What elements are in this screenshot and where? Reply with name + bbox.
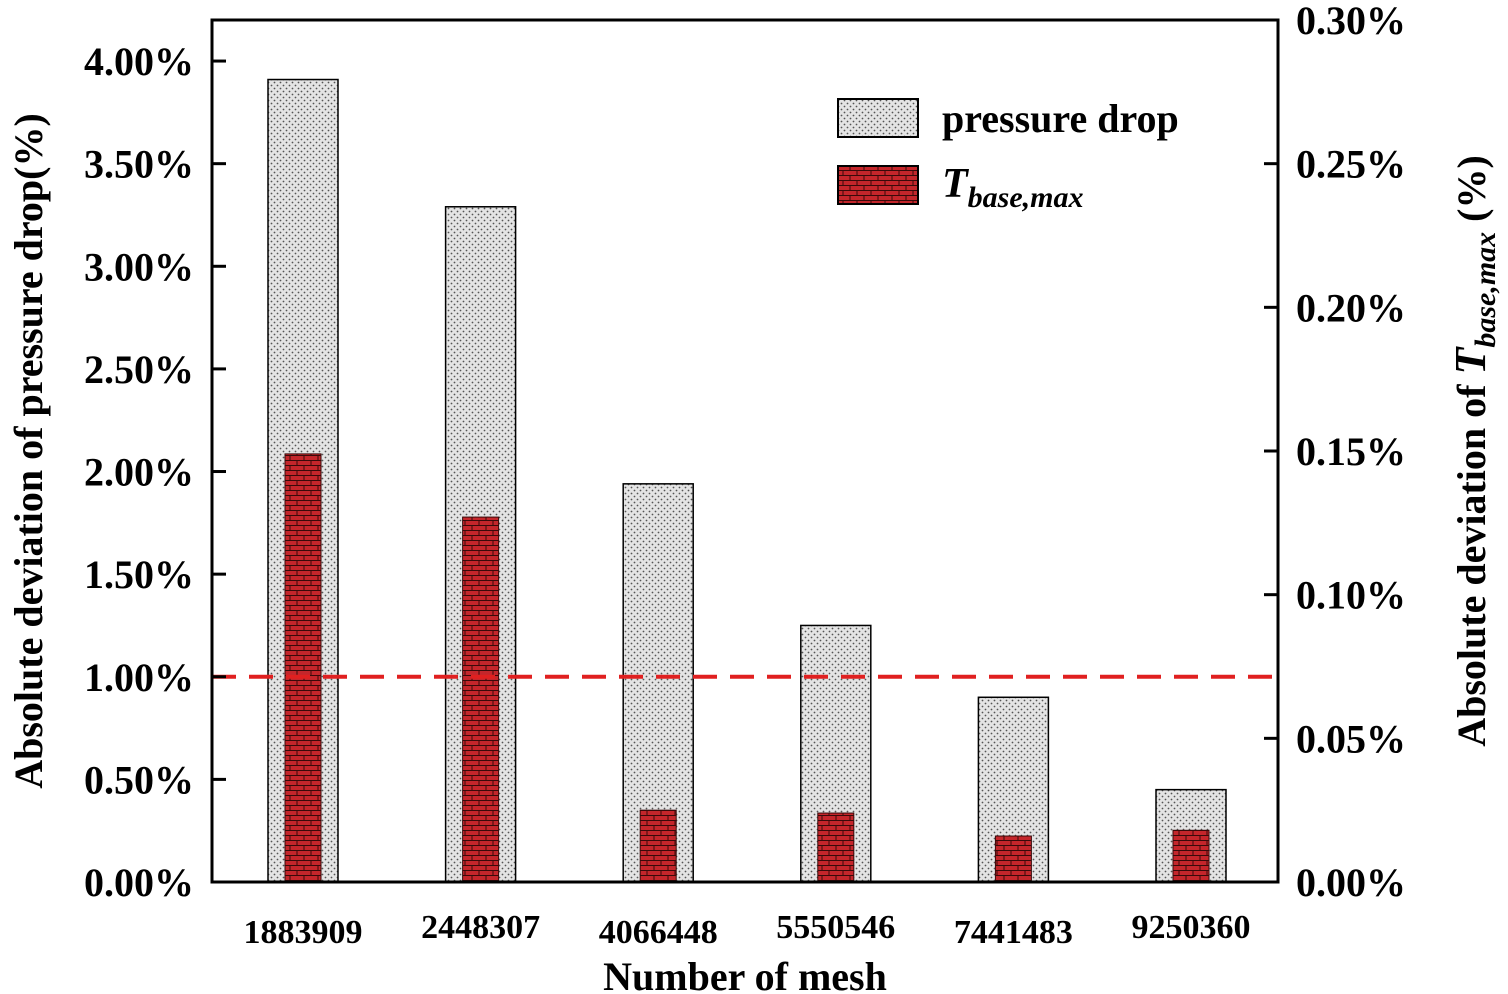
right-axis-title-prefix: Absolute deviation of: [1449, 375, 1494, 747]
t-base-max-bar: [462, 516, 500, 883]
right-tick-label: 0.10%: [1296, 573, 1406, 618]
left-axis-title: Absolute deviation of pressure drop(%): [6, 113, 51, 789]
x-tick-label: 2448307: [421, 909, 540, 946]
right-tick-label: 0.30%: [1296, 0, 1406, 43]
left-tick-label: 1.50%: [84, 552, 194, 597]
right-tick-label: 0.15%: [1296, 429, 1406, 474]
t-base-max-bar: [1172, 829, 1210, 883]
x-axis-title: Number of mesh: [603, 954, 887, 994]
x-tick-label: 1883909: [244, 914, 363, 951]
left-tick-label: 0.50%: [84, 757, 194, 802]
left-tick-label: 4.00%: [84, 39, 194, 84]
x-axis-ticks: 1883909 2448307 4066448 5550546 7441483 92503…: [244, 909, 1251, 951]
x-tick-label: 9250360: [1132, 909, 1251, 946]
x-tick-label: 7441483: [954, 914, 1073, 951]
legend-label-t-sub: base,max: [968, 181, 1084, 214]
right-axis-title-suffix: (%): [1449, 155, 1494, 232]
right-tick-label: 0.20%: [1296, 285, 1406, 330]
left-tick-label: 0.00%: [84, 860, 194, 905]
t-base-max-bar: [284, 453, 322, 883]
legend-label-pressure-drop: pressure drop: [942, 96, 1179, 141]
t-base-max-bar: [817, 812, 855, 883]
left-tick-label: 3.50%: [84, 142, 194, 187]
legend-swatch-t-base-max: [837, 165, 919, 205]
legend: pressure drop Tbase,max: [837, 96, 1179, 214]
pressure-drop-bars: [267, 78, 1227, 883]
left-tick-label: 2.00%: [84, 450, 194, 495]
plot-frame: [210, 18, 1280, 884]
right-axis-title-sub: base,max: [1469, 232, 1502, 348]
right-tick-label: 0.25%: [1296, 142, 1406, 187]
legend-swatch-pressure-drop: [837, 98, 919, 138]
left-tick-label: 3.00%: [84, 244, 194, 289]
legend-label-t-base-max: Tbase,max: [942, 161, 1083, 214]
x-tick-label: 5550546: [776, 909, 895, 946]
t-base-max-bar: [994, 835, 1032, 883]
legend-label-t-main: T: [942, 161, 970, 207]
right-axis-ticks: 0.00% 0.05% 0.10% 0.15% 0.20% 0.25% 0.30%: [1264, 0, 1406, 905]
x-tick-label: 4066448: [599, 914, 718, 951]
t-base-max-bar: [639, 809, 677, 883]
right-tick-label: 0.05%: [1296, 716, 1406, 761]
left-tick-label: 1.00%: [84, 655, 194, 700]
pressure-drop-bar: [622, 483, 694, 883]
right-tick-label: 0.00%: [1296, 860, 1406, 905]
left-axis-ticks: 0.00% 0.50% 1.00% 1.50% 2.00% 2.50% 3.00% 3.50%…: [84, 39, 226, 905]
right-axis-title: Absolute deviation of Tbase,max (%): [1446, 155, 1502, 747]
t-base-max-bars: [284, 453, 1210, 883]
left-tick-label: 2.50%: [84, 347, 194, 392]
right-axis-title-main: T: [1446, 346, 1495, 375]
